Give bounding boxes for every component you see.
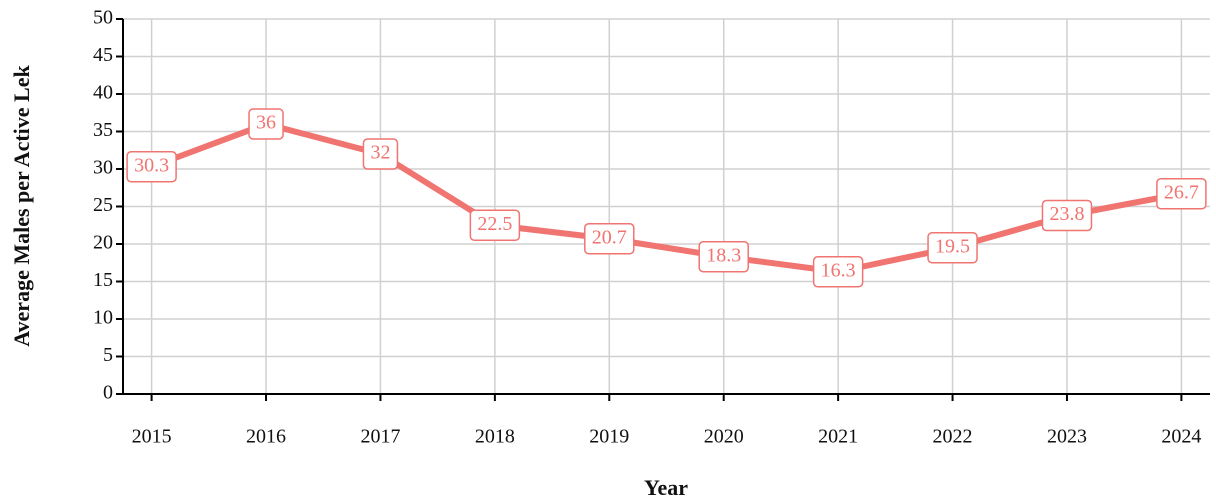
y-tick-label: 25 xyxy=(93,194,113,216)
value-label: 26.7 xyxy=(1164,181,1199,203)
value-label-box xyxy=(362,138,399,170)
data-line xyxy=(150,121,1182,275)
value-label: 19.5 xyxy=(935,235,970,257)
value-label: 23.8 xyxy=(1049,203,1084,225)
x-tick-label: 2023 xyxy=(1047,426,1087,448)
value-label: 30.3 xyxy=(134,154,169,176)
value-label: 32 xyxy=(370,142,390,164)
y-tick-label: 40 xyxy=(93,82,113,104)
value-label: 20.7 xyxy=(592,226,627,248)
value-label-box xyxy=(469,209,521,241)
y-tick-label: 15 xyxy=(93,269,113,291)
x-tick-label: 2019 xyxy=(589,426,629,448)
value-label-box xyxy=(126,151,177,183)
x-tick-label: 2018 xyxy=(475,426,515,448)
x-axis-label: Year xyxy=(644,475,688,500)
value-label-box xyxy=(1041,199,1093,232)
y-tick-label: 45 xyxy=(93,44,113,66)
value-label-box xyxy=(584,223,635,255)
y-tick-label: 10 xyxy=(93,307,113,329)
value-label: 18.3 xyxy=(706,244,741,266)
x-tick-label: 2015 xyxy=(132,426,172,448)
y-tick-label: 5 xyxy=(103,344,113,366)
value-label-box xyxy=(248,108,284,140)
x-tick-label: 2021 xyxy=(818,426,858,448)
y-axis-label: Average Males per Active Lek xyxy=(9,65,34,347)
value-label-box xyxy=(698,241,749,273)
y-tick-label: 50 xyxy=(93,7,113,29)
x-tick-label: 2020 xyxy=(704,426,744,448)
y-tick-label: 30 xyxy=(93,157,113,179)
y-tick-label: 0 xyxy=(103,382,113,404)
x-tick-label: 2022 xyxy=(933,426,973,448)
value-label: 22.5 xyxy=(477,213,512,235)
value-label-box xyxy=(812,256,864,288)
y-tick-label: 35 xyxy=(93,119,113,141)
value-label: 36 xyxy=(256,112,276,134)
y-tick-label: 20 xyxy=(93,232,113,254)
x-tick-label: 2016 xyxy=(246,426,286,448)
value-label-box xyxy=(927,232,978,264)
x-tick-label: 2024 xyxy=(1161,426,1201,448)
value-label-box xyxy=(1156,178,1207,210)
value-label: 16.3 xyxy=(821,259,856,281)
x-tick-label: 2017 xyxy=(360,426,400,448)
